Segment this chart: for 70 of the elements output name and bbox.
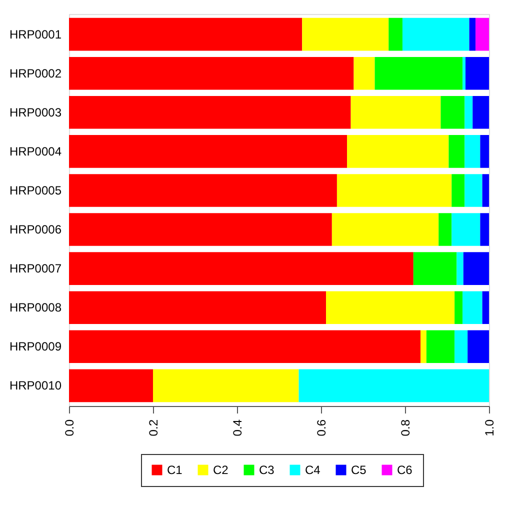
y-tick-label: HRP0010 — [9, 378, 62, 393]
bar — [480, 135, 489, 168]
bar — [482, 291, 489, 324]
bar — [69, 252, 414, 285]
bar — [454, 330, 468, 364]
bar — [336, 174, 452, 207]
bar — [413, 252, 457, 285]
bar — [388, 18, 402, 51]
bar — [69, 135, 348, 168]
bar — [456, 252, 464, 285]
bar — [476, 18, 489, 51]
bar — [69, 291, 326, 324]
bar — [69, 369, 153, 402]
bar — [69, 56, 354, 90]
bar — [464, 135, 480, 168]
bar — [69, 330, 421, 364]
y-tick-label: HRP0004 — [9, 144, 62, 158]
x-tick-label: 0.6 — [314, 419, 328, 436]
x-tick-label: 0.8 — [398, 419, 412, 436]
bar — [465, 56, 489, 90]
bar — [402, 18, 470, 51]
y-tick-label: HRP0005 — [9, 183, 62, 198]
legend-label: C2 — [213, 463, 229, 477]
bar — [332, 213, 439, 246]
bar — [69, 18, 302, 51]
bar — [464, 96, 473, 129]
bar — [440, 96, 465, 129]
bar — [454, 291, 463, 324]
bar — [463, 252, 489, 285]
y-tick-label: HRP0008 — [9, 300, 62, 315]
y-tick-label: HRP0006 — [9, 222, 62, 237]
bar — [480, 213, 489, 246]
legend-label: C3 — [259, 463, 275, 477]
bar — [354, 56, 375, 90]
x-tick-label: 0.2 — [146, 419, 160, 436]
bar — [452, 213, 480, 246]
bar — [374, 56, 463, 90]
x-tick-label: 1.0 — [482, 419, 496, 436]
bar — [153, 369, 299, 402]
bar — [326, 291, 455, 324]
bar — [420, 330, 426, 364]
y-tick-label: HRP0007 — [9, 262, 62, 276]
x-tick-label: 0.4 — [230, 419, 244, 436]
bar — [462, 56, 466, 90]
bar — [69, 96, 351, 129]
y-tick-label: HRP0009 — [9, 340, 62, 354]
legend-label: C1 — [167, 463, 183, 477]
bar — [464, 174, 482, 207]
x-tick-label: 0.0 — [62, 419, 76, 436]
bar — [298, 369, 489, 402]
bar — [438, 213, 452, 246]
y-tick-label: HRP0003 — [9, 105, 62, 120]
bar — [472, 96, 489, 129]
y-tick-label: HRP0002 — [9, 66, 62, 80]
bar — [350, 96, 441, 129]
y-tick-label: HRP0001 — [9, 27, 62, 42]
bar — [468, 330, 489, 364]
bar — [69, 213, 332, 246]
bar — [302, 18, 389, 51]
legend-label: C6 — [397, 463, 413, 477]
legend-label: C5 — [351, 463, 367, 477]
bar — [426, 330, 455, 364]
legend-label: C4 — [305, 463, 321, 477]
bar — [469, 18, 476, 51]
bar — [482, 174, 489, 207]
bar — [462, 291, 482, 324]
bar — [448, 135, 465, 168]
bar — [347, 135, 449, 168]
bar — [452, 174, 465, 207]
bar — [69, 174, 337, 207]
